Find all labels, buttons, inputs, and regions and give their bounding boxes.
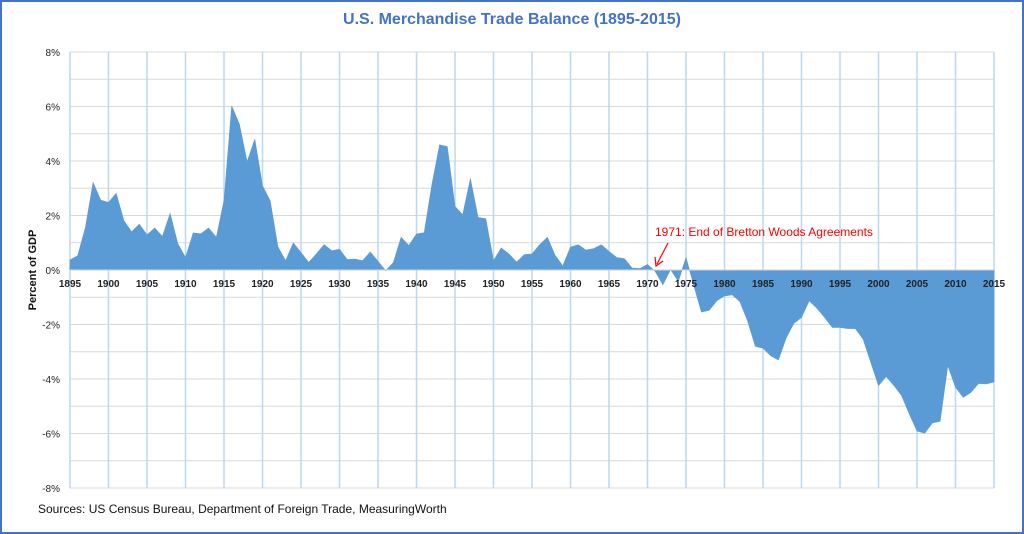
y-tick-label: -4% bbox=[42, 375, 60, 386]
x-tick-label: 1955 bbox=[521, 279, 544, 290]
x-tick-label: 1895 bbox=[59, 279, 82, 290]
source-note: Sources: US Census Bureau, Department of… bbox=[38, 502, 447, 516]
x-tick-label: 2015 bbox=[983, 279, 1006, 290]
chart-title: U.S. Merchandise Trade Balance (1895-201… bbox=[343, 11, 681, 28]
x-tick-label: 1980 bbox=[713, 279, 736, 290]
x-tick-label: 1950 bbox=[482, 279, 505, 290]
x-tick-label: 1945 bbox=[444, 279, 467, 290]
y-tick-label: 2% bbox=[46, 212, 61, 223]
x-tick-label: 2005 bbox=[906, 279, 929, 290]
x-tick-label: 1930 bbox=[328, 279, 351, 290]
x-tick-label: 1990 bbox=[790, 279, 813, 290]
x-tick-label: 1935 bbox=[367, 279, 390, 290]
x-tick-label: 1940 bbox=[405, 279, 428, 290]
x-tick-label: 1975 bbox=[675, 279, 698, 290]
x-tick-labels: 1895 1900 1905 1910 1915 1920 1925 1930 1935 1940… bbox=[59, 279, 1006, 290]
x-tick-label: 2000 bbox=[867, 279, 890, 290]
x-tick-label: 1925 bbox=[290, 279, 313, 290]
y-axis-label: Percent of GDP bbox=[27, 230, 39, 311]
x-tick-label: 1995 bbox=[829, 279, 852, 290]
annotation-arrow bbox=[654, 242, 669, 268]
x-tick-label: 1910 bbox=[174, 279, 197, 290]
x-tick-label: 1915 bbox=[213, 279, 236, 290]
y-tick-label: 6% bbox=[46, 103, 61, 114]
x-tick-label: 1905 bbox=[136, 279, 159, 290]
x-tick-label: 1900 bbox=[97, 279, 120, 290]
x-tick-label: 1985 bbox=[752, 279, 775, 290]
y-tick-labels: 8% 6% 4% 2% 0% -2% -4% -6% -8% bbox=[42, 48, 60, 495]
annotation-bretton-woods: 1971: End of Bretton Woods Agreements bbox=[655, 225, 873, 239]
x-tick-label: 1920 bbox=[251, 279, 274, 290]
y-tick-label: 8% bbox=[46, 48, 61, 59]
x-tick-label: 1965 bbox=[598, 279, 621, 290]
y-tick-label: 0% bbox=[46, 266, 61, 277]
x-tick-label: 2010 bbox=[944, 279, 967, 290]
x-tick-label: 1970 bbox=[636, 279, 659, 290]
x-tick-label: 1960 bbox=[559, 279, 582, 290]
y-tick-label: -8% bbox=[42, 484, 60, 495]
y-tick-label: -6% bbox=[42, 430, 60, 441]
y-tick-label: 4% bbox=[46, 157, 61, 168]
y-tick-label: -2% bbox=[42, 321, 60, 332]
